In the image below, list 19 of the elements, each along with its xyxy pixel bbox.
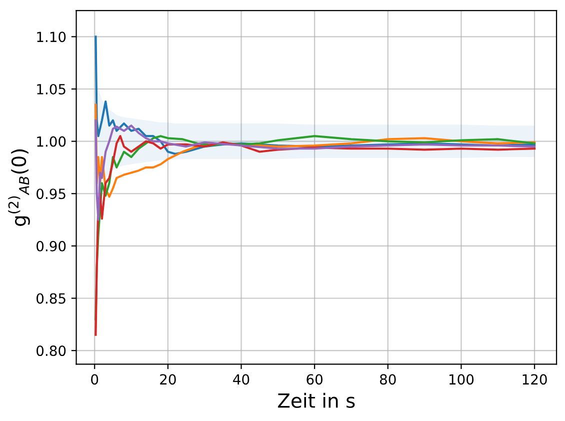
- line-series: [94, 36, 536, 155]
- y-tick-label: 1.00: [37, 136, 66, 147]
- x-tick-label: 40: [233, 374, 250, 385]
- x-axis-title: Zeit in s: [278, 392, 355, 408]
- x-tick-label: 100: [449, 374, 474, 385]
- line-series: [94, 119, 536, 221]
- x-tick-label: 80: [380, 374, 396, 385]
- line-series: [94, 104, 536, 198]
- y-tick-label: 0.80: [36, 346, 66, 356]
- y-tick-label: 0.85: [36, 293, 66, 304]
- x-tick-label: 20: [160, 374, 176, 385]
- y-axis-title: g$^{(2)}$$_{AB}$(0): [8, 149, 30, 226]
- y-tick-label: 0.95: [36, 188, 66, 200]
- y-tick-label: 1.05: [37, 84, 66, 94]
- x-tick-label: 60: [306, 374, 322, 385]
- y-tick-label: 1.10: [37, 32, 66, 42]
- x-tick-label: 0: [91, 374, 98, 385]
- y-tick-label: 0.90: [36, 240, 66, 252]
- x-tick-label: 120: [522, 374, 547, 385]
